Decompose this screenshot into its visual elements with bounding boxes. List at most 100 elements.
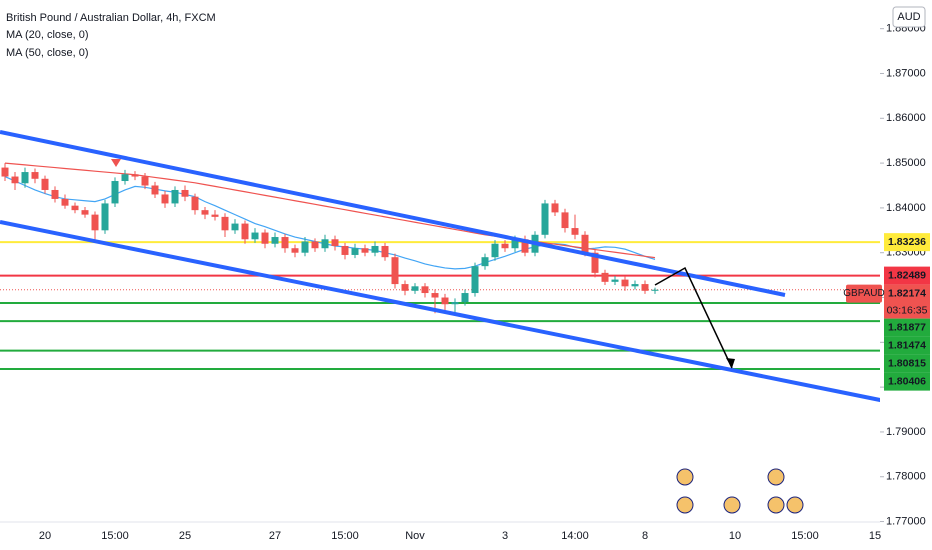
candle-body	[411, 286, 419, 291]
candle-body	[71, 205, 79, 211]
candle-body	[31, 172, 39, 179]
price-label-box	[884, 354, 930, 373]
candle-body	[11, 176, 19, 184]
candle-body	[311, 241, 319, 249]
candle-body	[351, 248, 359, 255]
candle-body	[551, 203, 559, 213]
candle-body	[361, 248, 369, 253]
y-tick-label: 1.84000	[886, 202, 926, 214]
price-label-box	[884, 284, 930, 319]
candle-body	[101, 203, 109, 231]
candle-body	[571, 228, 579, 235]
candle-body	[521, 239, 529, 253]
candle-body	[171, 189, 179, 204]
legend-entry: MA (50, close, 0)	[6, 47, 89, 59]
legend-entry: MA (20, close, 0)	[6, 29, 89, 41]
candle-body	[371, 245, 379, 253]
candle-body	[61, 198, 69, 206]
candle-body	[191, 196, 199, 211]
candle-body	[211, 214, 219, 217]
candle-body	[431, 293, 439, 298]
candle-body	[461, 293, 469, 302]
candle-body	[421, 286, 429, 294]
candle-body	[621, 279, 629, 287]
candle-body	[151, 185, 159, 195]
candle-body	[141, 176, 149, 186]
price-label-box	[884, 266, 930, 285]
candle-body	[401, 284, 409, 291]
moving-average	[4, 162, 656, 259]
candle-body	[541, 203, 549, 235]
candle-body	[581, 234, 589, 253]
candle-body	[81, 210, 89, 215]
arrow-head	[726, 358, 735, 368]
price-label-box	[884, 318, 930, 337]
candle-body	[651, 289, 659, 291]
candle-body	[41, 178, 49, 190]
candle-body	[121, 174, 129, 182]
candle-body	[291, 248, 299, 253]
price-label: 1.83236	[888, 236, 926, 248]
x-tick-label: 15:00	[791, 530, 819, 542]
candle-body	[271, 237, 279, 244]
y-tick-label: 1.87000	[886, 67, 926, 79]
candle-body	[231, 223, 239, 231]
candle-body	[281, 237, 289, 249]
symbol-box	[846, 284, 882, 303]
candle-body	[611, 279, 619, 282]
candle-body	[161, 194, 169, 204]
candle-body	[1, 167, 9, 177]
price-label-box	[884, 336, 930, 355]
candle-body	[181, 189, 189, 197]
candle-body	[21, 172, 29, 184]
candle-body	[591, 252, 599, 273]
currency-button[interactable]	[892, 6, 926, 28]
x-tick-label: 25	[179, 530, 191, 542]
y-tick-label: 1.86000	[886, 112, 926, 124]
plot-area	[0, 162, 880, 370]
candle-body	[491, 243, 499, 258]
symbol: GBPAUD	[843, 288, 885, 299]
channel-upper	[0, 130, 786, 297]
y-tick-label: 1.77000	[886, 515, 926, 527]
price-label: 1.81877	[888, 321, 926, 333]
price-label: 1.82489	[888, 269, 926, 281]
x-tick-label: 14:00	[561, 530, 589, 542]
candle-body	[91, 214, 99, 231]
price-label: 1.81474	[888, 339, 926, 351]
x-tick-label: 10	[729, 530, 741, 542]
price-label: 1.80406	[888, 375, 926, 387]
candle-body	[111, 181, 119, 204]
event-flags	[676, 468, 804, 514]
candle-body	[261, 232, 269, 244]
currency[interactable]: AUD	[897, 11, 920, 23]
candle-body	[201, 210, 209, 215]
x-tick-label: 27	[269, 530, 281, 542]
y-tick-label: 1.79000	[886, 426, 926, 438]
candle-body	[481, 257, 489, 267]
candle-body	[341, 245, 349, 255]
candle-body	[451, 301, 459, 305]
countdown: 03:16:35	[887, 304, 928, 316]
y-tick-label: 1.85000	[886, 157, 926, 169]
candle-body	[631, 284, 639, 287]
candle-body	[391, 257, 399, 285]
candle-body	[131, 174, 139, 177]
candle-body	[251, 232, 259, 240]
candle-body	[331, 239, 339, 246]
candle-body	[301, 241, 309, 253]
x-tick-label: 15	[869, 530, 881, 542]
axis-layer: 1.880001.870001.860001.850001.840001.830…	[39, 23, 930, 542]
candle-body	[221, 216, 229, 231]
candle-body	[381, 245, 389, 258]
chart-title: British Pound / Australian Dollar, 4h, F…	[6, 12, 216, 24]
x-tick-label: 15:00	[331, 530, 359, 542]
candle-body	[641, 284, 649, 291]
price-label-box	[884, 372, 930, 391]
candle-body	[601, 272, 609, 282]
x-tick-label: 15:00	[101, 530, 129, 542]
event-marker	[111, 159, 121, 167]
price-label: 1.82174	[888, 287, 926, 299]
